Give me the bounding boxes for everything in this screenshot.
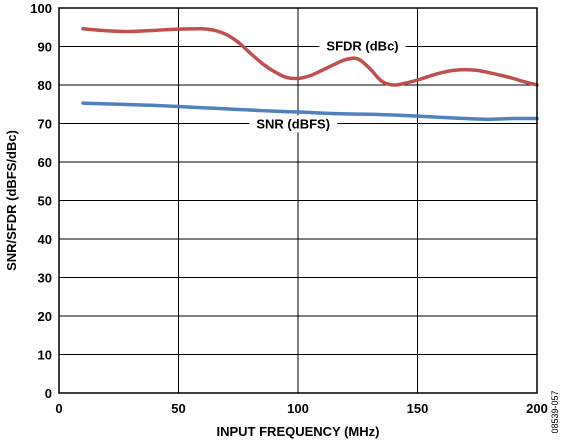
series-layer (81, 26, 539, 122)
x-tick-label: 150 (407, 401, 429, 416)
y-tick-label: 0 (45, 386, 52, 401)
grid-lines (59, 8, 537, 393)
snr-label-background (249, 115, 338, 133)
sfdr-series-line (81, 26, 539, 87)
y-tick-label: 30 (38, 271, 52, 286)
x-tick-label: 100 (287, 401, 309, 416)
figure-id: 08539-057 (550, 390, 560, 433)
snr-series-label: SNR (dBFS) (256, 117, 330, 132)
y-tick-labels: 0 10 20 30 40 50 60 70 80 90 100 (30, 1, 52, 401)
x-tick-label: 0 (55, 401, 62, 416)
y-tick-label: 40 (38, 232, 52, 247)
snr-series-line (81, 101, 539, 122)
sfdr-label-background (319, 37, 406, 55)
y-tick-label: 60 (38, 155, 52, 170)
y-axis-title: SNR/SFDR (dBFS/dBc) (4, 130, 19, 271)
x-axis-title: INPUT FREQUENCY (MHz) (217, 424, 380, 439)
y-tick-label: 70 (38, 117, 52, 132)
x-tick-label: 200 (526, 401, 548, 416)
y-tick-label: 90 (38, 40, 52, 55)
x-tick-label: 50 (171, 401, 185, 416)
plot-frame (58, 7, 538, 394)
y-tick-label: 20 (38, 309, 52, 324)
y-tick-label: 100 (30, 1, 52, 16)
x-tick-labels: 0 50 100 150 200 (55, 401, 547, 416)
sfdr-series-label: SFDR (dBc) (326, 39, 398, 54)
y-tick-label: 50 (38, 194, 52, 209)
y-tick-label: 80 (38, 78, 52, 93)
y-tick-label: 10 (38, 348, 52, 363)
